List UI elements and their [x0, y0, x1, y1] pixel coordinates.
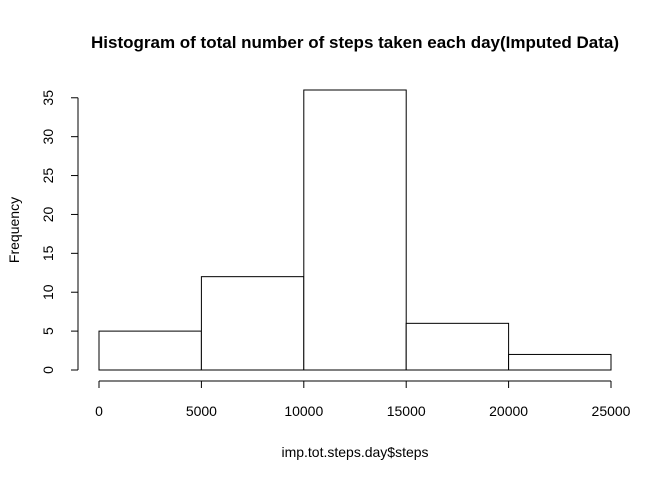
- histogram-bar-2: [303, 89, 407, 371]
- chart-title: Histogram of total number of steps taken…: [91, 33, 619, 52]
- histogram-bar-4: [508, 353, 612, 371]
- x-tick-label-3: 15000: [387, 403, 426, 419]
- y-axis-label: Frequency: [6, 197, 22, 263]
- x-axis: 0 5000 10000 15000 20000 25000: [95, 380, 631, 419]
- y-tick-label-4: 20: [40, 206, 56, 222]
- histogram-bar-3: [405, 322, 510, 371]
- x-tick-label-0: 0: [95, 403, 103, 419]
- y-tick-label-0: 0: [40, 366, 56, 374]
- x-tick-label-1: 5000: [186, 403, 217, 419]
- x-tick-label-4: 20000: [489, 403, 528, 419]
- histogram-bar-1: [200, 276, 305, 371]
- x-axis-label: imp.tot.steps.day$steps: [281, 444, 428, 460]
- y-tick-label-1: 5: [40, 327, 56, 335]
- y-tick-label-3: 15: [40, 245, 56, 261]
- bars-group: [98, 89, 612, 371]
- histogram-bar-0: [98, 330, 202, 371]
- y-axis: 0 5 10 15 20 25 30 35: [40, 90, 79, 374]
- x-tick-label-5: 25000: [592, 403, 631, 419]
- y-tick-label-7: 35: [40, 90, 56, 106]
- x-tick-label-2: 10000: [284, 403, 323, 419]
- y-tick-label-6: 30: [40, 129, 56, 145]
- y-tick-label-5: 25: [40, 168, 56, 184]
- y-tick-label-2: 10: [40, 284, 56, 300]
